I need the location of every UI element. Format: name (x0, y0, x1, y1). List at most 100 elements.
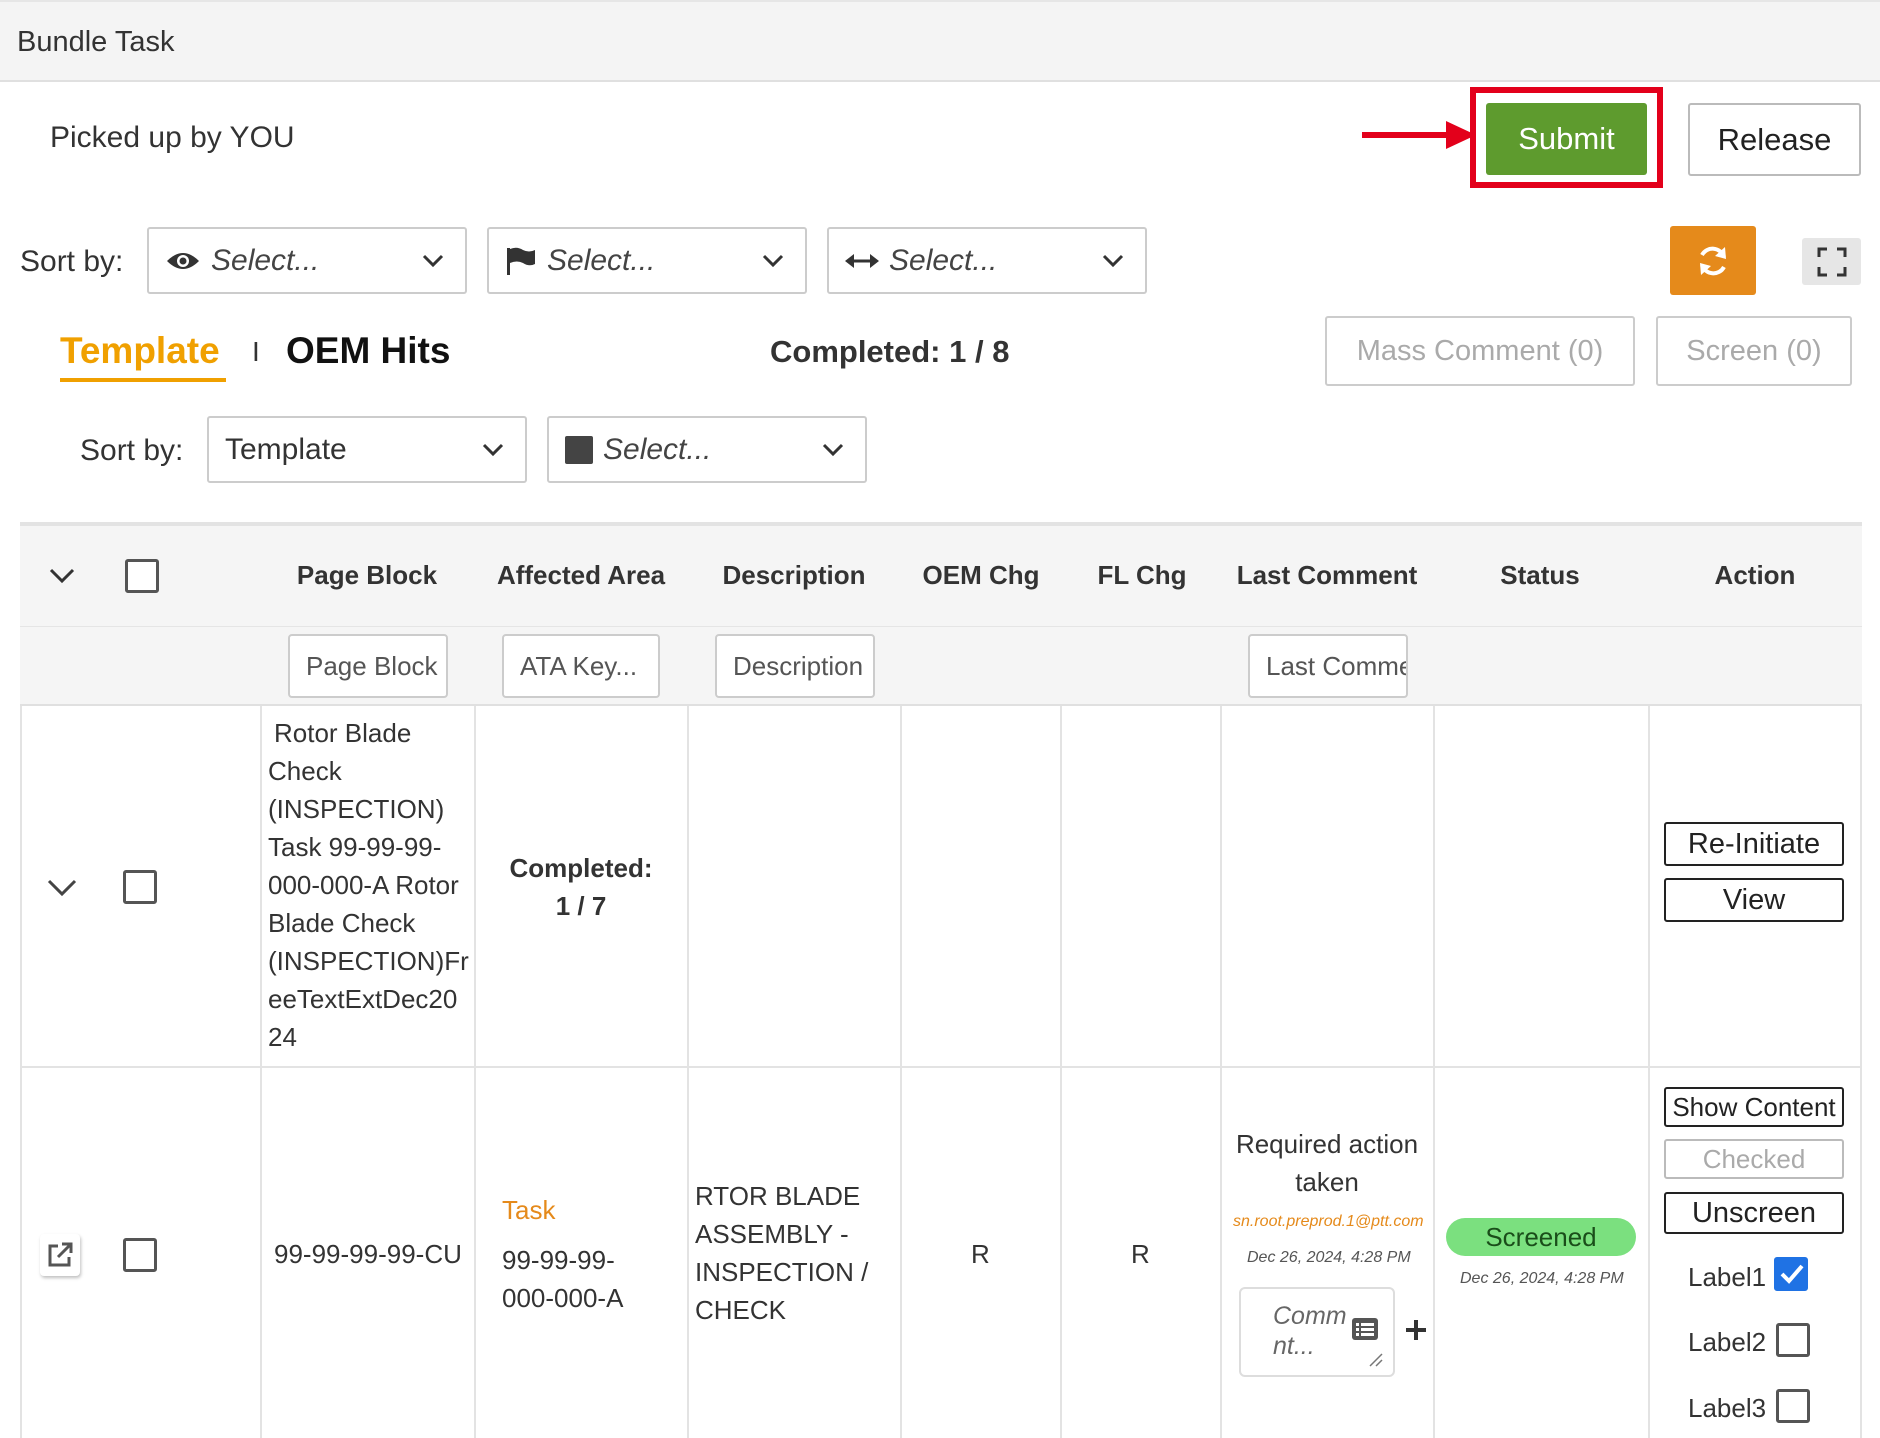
mass-comment-button[interactable]: Mass Comment (0) (1325, 316, 1635, 386)
sub-sort-template-select[interactable]: Template (207, 416, 527, 483)
page-block-line: Check (268, 756, 342, 786)
refresh-icon (1700, 246, 1726, 275)
label3-checkbox[interactable] (1776, 1389, 1810, 1423)
row-checkbox[interactable] (123, 1238, 157, 1272)
sub-sort-value: Template (225, 432, 347, 466)
col-divider (1433, 706, 1435, 1438)
select-all-checkbox[interactable] (125, 559, 159, 593)
open-task-button[interactable] (40, 1234, 80, 1276)
page-block-line: Blade Check (268, 908, 416, 938)
comment-author-email: sn.root.preprod.1@ptt.com (1233, 1213, 1424, 1230)
tab-template[interactable]: Template (60, 330, 220, 371)
comment-input[interactable]: Comm nt... (1239, 1287, 1395, 1377)
task-page-block: 99-99-99-99-CU (274, 1239, 462, 1269)
col-divider (260, 706, 262, 1438)
chevron-down-icon (482, 443, 504, 457)
page-block-line: eeTextExtDec20 (268, 984, 458, 1014)
release-button[interactable]: Release (1688, 103, 1861, 176)
label2-text: Label2 (1688, 1327, 1767, 1357)
sort-by-label: Sort by: (20, 245, 124, 278)
list-icon (1352, 1318, 1378, 1340)
task-description: RTOR BLADE ASSEMBLY - INSPECTION / CHECK (695, 1177, 868, 1329)
tab-separator: I (252, 336, 260, 367)
window-title: Bundle Task (17, 26, 175, 58)
description-line: CHECK (695, 1295, 787, 1325)
col-divider (20, 706, 22, 1438)
chevron-down-icon (822, 443, 844, 457)
sort-eye-select[interactable]: Select... (147, 227, 467, 294)
sort-direction-placeholder: Select... (889, 243, 998, 277)
page-block-line: (INSPECTION)Fr (268, 946, 469, 976)
square-icon (565, 435, 593, 464)
re-initiate-button[interactable]: Re-Initiate (1664, 822, 1844, 866)
chevron-down-icon (1102, 254, 1124, 268)
sort-flag-select[interactable]: Select... (487, 227, 807, 294)
checked-button[interactable]: Checked (1664, 1139, 1844, 1179)
page-block-line: Task 99-99-99- (268, 832, 442, 862)
show-content-button[interactable]: Show Content (1664, 1087, 1844, 1127)
chevron-down-icon (762, 254, 784, 268)
col-divider (1648, 706, 1650, 1438)
table-header (20, 522, 1862, 626)
col-divider (1060, 706, 1062, 1438)
col-affected-area[interactable]: Affected Area (496, 560, 666, 590)
task-link[interactable]: Task (502, 1195, 556, 1225)
unscreen-button[interactable]: Unscreen (1664, 1192, 1844, 1234)
col-page-block[interactable]: Page Block (296, 560, 438, 590)
page-block-line: 000-000-A Rotor (268, 870, 459, 900)
tab-template-underline (60, 378, 226, 382)
affected-area-line: 000-000-A (502, 1283, 624, 1313)
sort-flag-placeholder: Select... (547, 243, 656, 277)
description-line: ASSEMBLY - (695, 1219, 849, 1249)
task-last-comment: Required action taken (1222, 1125, 1432, 1201)
filter-description-input[interactable]: Description (715, 634, 875, 698)
row-divider (20, 1066, 1862, 1068)
col-oem-chg[interactable]: OEM Chg (922, 560, 1040, 590)
chevron-down-icon[interactable] (48, 566, 76, 586)
col-divider (900, 706, 902, 1438)
label1-text: Label1 (1688, 1262, 1767, 1292)
comment-placeholder: Comm nt... (1273, 1301, 1353, 1361)
chevron-down-icon (422, 254, 444, 268)
submit-button[interactable]: Submit (1486, 103, 1647, 175)
external-link-icon (48, 1242, 73, 1267)
tab-oem-hits[interactable]: OEM Hits (286, 330, 451, 371)
flag-icon (507, 247, 535, 275)
completed-count: Completed: 1 / 8 (770, 334, 1010, 369)
col-divider (1220, 706, 1222, 1438)
view-button[interactable]: View (1664, 878, 1844, 922)
sub-sort-placeholder: Select... (603, 432, 712, 466)
last-comment-line: Required action (1235, 1129, 1419, 1159)
annotation-arrow-icon (1362, 121, 1476, 149)
description-line: RTOR BLADE (695, 1181, 861, 1211)
group-completed-value: 1 / 7 (555, 891, 607, 921)
annotation-highlight-box (1470, 87, 1663, 188)
comment-placeholder-line: nt... (1273, 1332, 1315, 1360)
comment-placeholder-line: Comm (1273, 1302, 1347, 1330)
screen-button[interactable]: Screen (0) (1656, 316, 1852, 386)
refresh-button[interactable] (1670, 226, 1756, 295)
label1-checkbox[interactable] (1774, 1257, 1808, 1291)
row-checkbox[interactable] (123, 870, 157, 904)
task-fl-chg: R (1131, 1239, 1150, 1269)
col-fl-chg[interactable]: FL Chg (1097, 560, 1187, 590)
col-description[interactable]: Description (722, 560, 866, 590)
col-action[interactable]: Action (1714, 560, 1796, 590)
chevron-down-icon[interactable] (46, 877, 78, 899)
add-comment-icon[interactable] (1404, 1318, 1428, 1342)
sort-direction-select[interactable]: Select... (827, 227, 1147, 294)
label2-checkbox[interactable] (1776, 1323, 1810, 1357)
resize-handle-icon[interactable] (1367, 1351, 1383, 1367)
expand-icon (1817, 247, 1846, 276)
col-last-comment[interactable]: Last Comment (1236, 560, 1418, 590)
fullscreen-button[interactable] (1802, 238, 1861, 285)
filter-affected-area-input[interactable]: ATA Key... (502, 634, 660, 698)
col-divider (474, 706, 476, 1438)
status-badge: Screened (1446, 1218, 1636, 1256)
label3-text: Label3 (1688, 1393, 1767, 1423)
filter-last-comment-input[interactable]: Last Comment (1248, 634, 1408, 698)
sub-sort-color-select[interactable]: Select... (547, 416, 867, 483)
col-status[interactable]: Status (1500, 560, 1580, 590)
filter-page-block-input[interactable]: Page Block (288, 634, 448, 698)
col-divider (1860, 706, 1862, 1438)
